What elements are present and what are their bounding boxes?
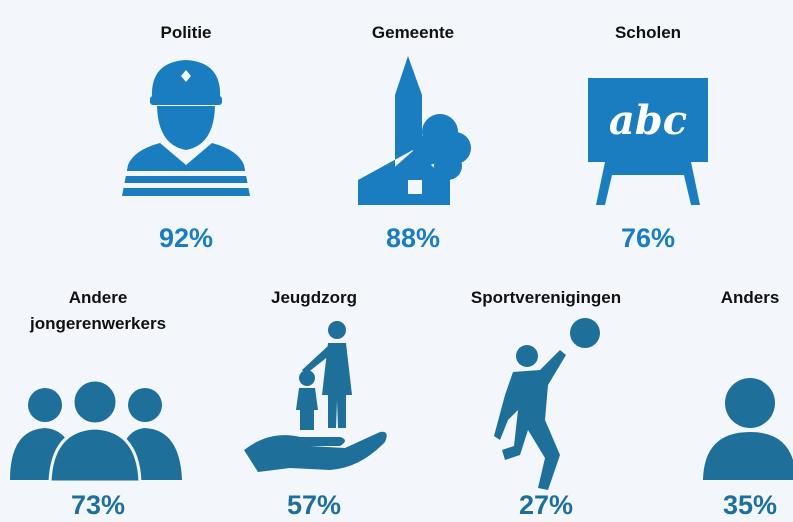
item-percentage: 35% xyxy=(723,490,777,520)
item-percentage: 92% xyxy=(159,223,213,253)
item-label: Gemeente xyxy=(372,23,454,42)
item-label: Andere xyxy=(69,288,128,307)
police-icon xyxy=(121,60,251,196)
item-label: jongerenwerkers xyxy=(29,314,166,333)
item-percentage: 76% xyxy=(621,223,675,253)
item-label: Anders xyxy=(721,288,780,307)
item-label: Scholen xyxy=(615,23,681,42)
item-label: Jeugdzorg xyxy=(271,288,357,307)
item-label: Sportverenigingen xyxy=(471,288,621,307)
group-icon xyxy=(10,378,182,484)
school-icon: abc xyxy=(588,78,708,205)
item-label: Politie xyxy=(160,23,211,42)
item-percentage: 27% xyxy=(519,490,573,520)
sports-icon xyxy=(494,318,600,490)
municipality-icon xyxy=(358,56,471,205)
youth-care-icon xyxy=(244,321,387,472)
board-text: abc xyxy=(609,97,687,144)
item-percentage: 88% xyxy=(386,223,440,253)
item-percentage: 57% xyxy=(287,490,341,520)
item-percentage: 73% xyxy=(71,490,125,520)
person-icon xyxy=(703,378,793,480)
